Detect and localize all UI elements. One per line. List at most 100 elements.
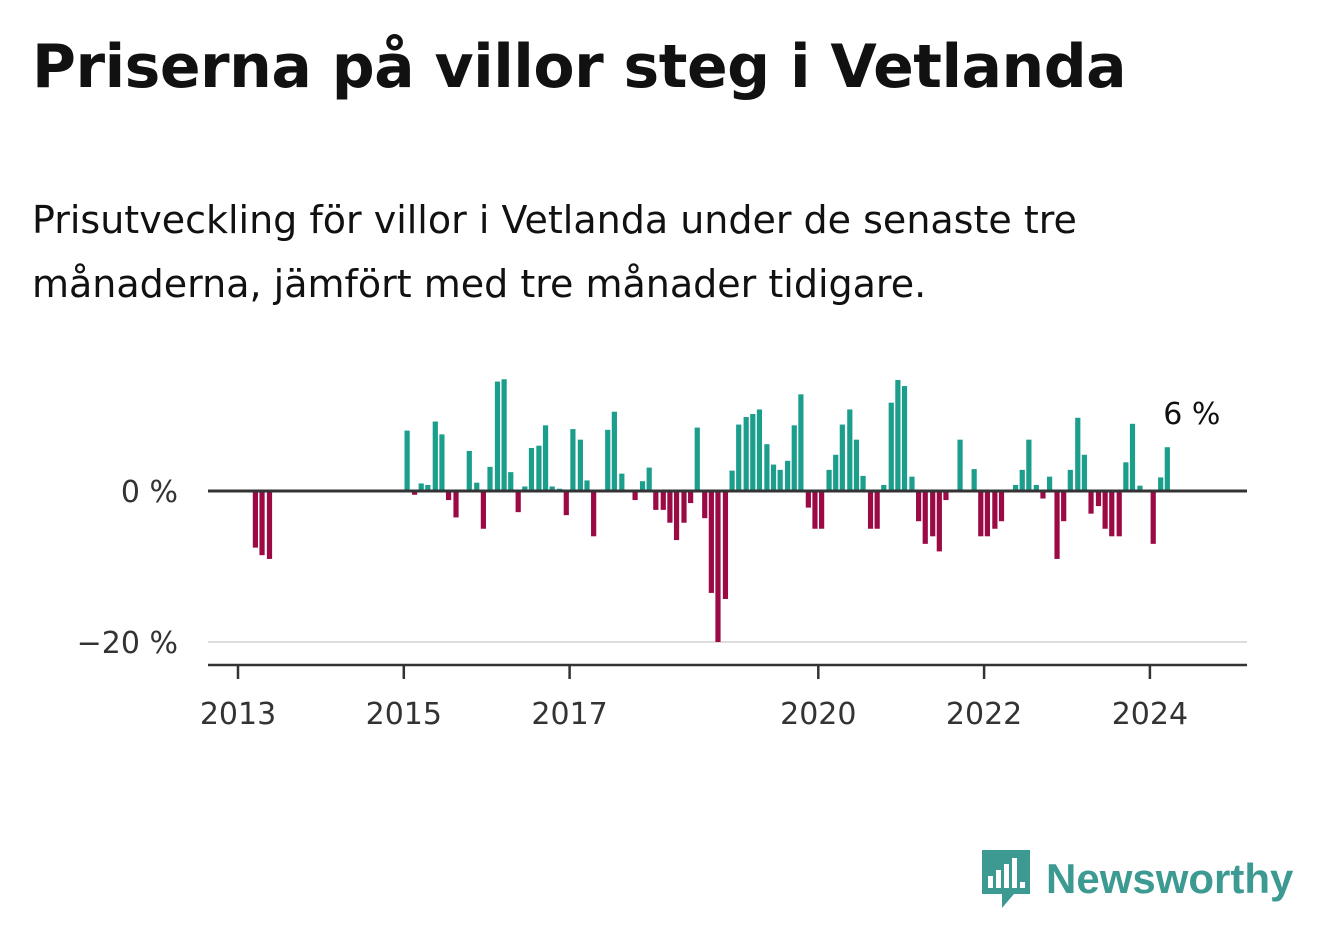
bar	[826, 469, 832, 491]
bar	[487, 466, 493, 491]
bar	[611, 411, 617, 491]
bar	[1129, 423, 1136, 491]
bar	[729, 470, 735, 491]
bar	[867, 491, 874, 529]
bar	[1081, 454, 1088, 491]
bar	[425, 484, 431, 491]
x-tick-label: 2013	[200, 697, 276, 732]
bar	[445, 491, 452, 501]
bar	[632, 491, 638, 501]
bar	[998, 491, 1005, 522]
bar	[453, 491, 459, 518]
bar	[943, 491, 949, 501]
bar	[1116, 491, 1122, 537]
bar	[404, 430, 410, 491]
bar	[785, 460, 791, 491]
newsworthy-logo-icon	[982, 850, 1030, 908]
bar	[839, 424, 845, 491]
bar	[1095, 491, 1102, 507]
bar	[847, 409, 853, 491]
bar	[660, 491, 666, 510]
bar	[901, 386, 908, 491]
bar	[508, 472, 514, 491]
x-tick-label: 2020	[780, 697, 856, 732]
bar	[812, 491, 818, 529]
bar	[439, 434, 445, 491]
x-tick-label: 2015	[366, 697, 442, 732]
bar	[936, 491, 942, 552]
bar	[681, 491, 687, 523]
bar	[777, 469, 783, 491]
bar	[259, 491, 265, 556]
bar	[798, 394, 804, 491]
bar	[653, 491, 659, 510]
bar	[688, 491, 694, 504]
bar	[1109, 491, 1115, 537]
bar	[992, 491, 998, 529]
bar	[743, 417, 749, 491]
bar	[646, 467, 652, 491]
bar	[874, 491, 880, 529]
x-tick-label: 2022	[946, 697, 1022, 732]
bar	[1026, 439, 1032, 491]
bar	[708, 491, 714, 593]
bar	[1054, 491, 1060, 559]
bar	[922, 491, 928, 544]
chart-subtitle: Prisutveckling för villor i Vetlanda und…	[32, 198, 1077, 306]
bar	[860, 475, 866, 491]
bar	[542, 425, 549, 491]
bar	[805, 491, 811, 508]
bar	[888, 402, 894, 491]
bar	[1075, 417, 1081, 491]
bar	[549, 486, 555, 491]
bar	[1040, 491, 1046, 499]
bar	[1137, 485, 1143, 491]
bar	[1164, 447, 1170, 491]
bar	[895, 380, 901, 491]
bar	[252, 491, 259, 548]
bar	[639, 481, 646, 491]
bar	[418, 483, 424, 491]
bar	[584, 480, 590, 491]
bar	[764, 444, 770, 491]
bar	[266, 491, 273, 559]
x-tick-label: 2017	[531, 697, 607, 732]
brand-logo: Newsworthy	[980, 848, 1293, 910]
bar	[673, 491, 680, 541]
bar	[694, 427, 700, 491]
bar	[605, 429, 611, 491]
bar	[853, 439, 860, 491]
bar	[750, 413, 756, 491]
bar	[978, 491, 984, 537]
bar	[522, 486, 528, 491]
bar	[1102, 491, 1108, 529]
bar	[501, 379, 507, 491]
bar	[909, 476, 915, 491]
bar	[756, 409, 763, 491]
bar	[1158, 477, 1164, 491]
bar	[494, 381, 501, 491]
bar	[833, 454, 839, 491]
bar	[1013, 484, 1019, 491]
bar	[930, 491, 936, 537]
bar	[736, 424, 742, 491]
x-tick-label: 2024	[1112, 697, 1188, 732]
bar	[1150, 491, 1156, 544]
bar	[515, 491, 521, 513]
bar	[591, 491, 597, 537]
bar	[1061, 491, 1067, 522]
bar	[916, 491, 922, 522]
bar	[577, 439, 583, 491]
bar	[667, 491, 673, 523]
bar	[536, 445, 542, 491]
bar	[770, 464, 777, 491]
y-tick-label: 0 %	[121, 475, 178, 510]
bar	[1123, 462, 1129, 491]
chart-title: Priserna på villor steg i Vetlanda	[32, 32, 1127, 102]
bar	[619, 473, 625, 491]
bar	[528, 447, 535, 491]
value-label: 6 %	[1163, 397, 1220, 432]
brand-name: Newsworthy	[1046, 855, 1294, 902]
bar	[570, 429, 576, 491]
bar	[1019, 469, 1025, 491]
